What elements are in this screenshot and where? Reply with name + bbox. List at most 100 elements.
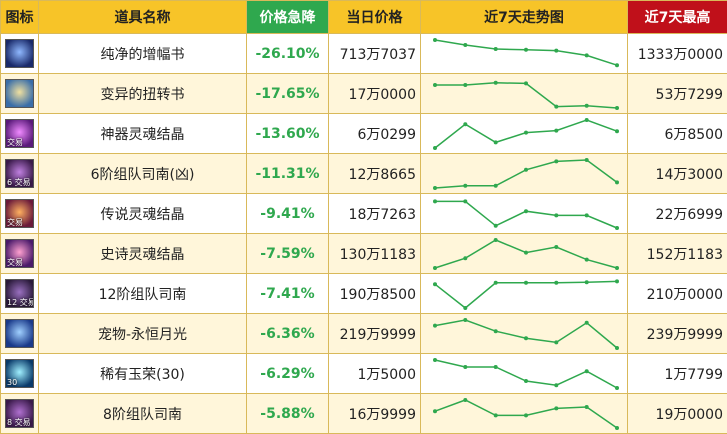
trend-point — [584, 117, 589, 122]
trend-point — [493, 139, 498, 144]
trend-point — [584, 212, 589, 217]
trend-point — [433, 37, 437, 42]
trend-cell — [420, 353, 628, 394]
table-row[interactable]: 12 交易 12阶组队司南 -7.41% 190万8500 210万0000 — [0, 273, 727, 314]
table-row[interactable]: 交易 史诗灵魂结晶 -7.59% 130万1183 152万1183 — [0, 233, 727, 274]
header-trend: 近7天走势图 — [420, 0, 628, 34]
trend-cell — [420, 33, 628, 74]
trend-point — [463, 397, 468, 402]
item-name[interactable]: 6阶组队司南(凶) — [38, 153, 247, 194]
item-icon-cell — [0, 33, 39, 74]
trend-point — [463, 198, 468, 203]
trend-point — [615, 62, 619, 67]
trend-point — [493, 328, 498, 333]
trend-point — [615, 385, 619, 390]
crystal-pink-icon[interactable]: 交易 — [5, 239, 34, 268]
item-price: 219万9999 — [328, 313, 421, 354]
trend-point — [554, 405, 559, 410]
item-max: 6万8500 — [627, 113, 727, 154]
trend-point — [493, 183, 498, 188]
trend-line — [434, 318, 618, 349]
item-name[interactable]: 纯净的增幅书 — [38, 33, 247, 74]
item-price: 190万8500 — [328, 273, 421, 314]
header-price[interactable]: 当日价格 — [328, 0, 421, 34]
item-tag: 交易 — [7, 218, 23, 227]
header-drop[interactable]: 价格急降 — [246, 0, 329, 34]
trend-point — [615, 179, 619, 184]
table-row[interactable]: 6 交易 6阶组队司南(凶) -11.31% 12万8665 14万3000 — [0, 153, 727, 194]
trend-cell — [420, 153, 628, 194]
item-max: 210万0000 — [627, 273, 727, 314]
table-row[interactable]: 交易 传说灵魂结晶 -9.41% 18万7263 22万6999 — [0, 193, 727, 234]
trend-sparkline — [433, 397, 619, 430]
trend-point — [524, 47, 528, 52]
trend-point — [433, 198, 437, 203]
trend-point — [433, 408, 437, 413]
trend-sparkline — [433, 278, 619, 310]
item-max: 1333万0000 — [627, 33, 727, 74]
trend-point — [615, 265, 619, 270]
moon-blue-icon[interactable] — [5, 319, 34, 348]
item-name[interactable]: 变异的扭转书 — [38, 73, 247, 114]
table-row[interactable]: 8 交易 8阶组队司南 -5.88% 16万9999 19万0000 — [0, 393, 727, 434]
trend-point — [615, 105, 619, 110]
trend-point — [433, 185, 437, 190]
trend-point — [463, 364, 468, 369]
item-icon-cell: 8 交易 — [0, 393, 39, 434]
gem-cyan-icon[interactable]: 30 — [5, 359, 34, 388]
trend-line — [435, 81, 618, 109]
item-tag: 12 交易 — [7, 298, 34, 307]
trend-point — [524, 280, 528, 285]
item-icon-cell: 12 交易 — [0, 273, 39, 314]
trend-point — [493, 223, 498, 228]
trend-sparkline — [433, 237, 619, 270]
crystal-orange-icon[interactable]: 交易 — [5, 199, 34, 228]
item-drop: -17.65% — [246, 73, 329, 114]
trend-point — [584, 404, 589, 409]
book-blue-icon[interactable] — [5, 39, 34, 68]
orb-violet-icon[interactable]: 8 交易 — [5, 399, 34, 428]
item-price: 1万5000 — [328, 353, 421, 394]
trend-cell — [420, 313, 628, 354]
header-row: 图标 道具名称 价格急降 当日价格 近7天走势图 近7天最高 — [0, 0, 727, 34]
trend-point — [463, 42, 468, 47]
orb-dark-icon[interactable]: 12 交易 — [5, 279, 34, 308]
trend-point — [493, 412, 498, 417]
trend-point — [463, 82, 468, 87]
book-open-icon[interactable] — [5, 79, 34, 108]
table-row[interactable]: 纯净的增幅书 -26.10% 713万7037 1333万0000 — [0, 33, 727, 74]
trend-point — [463, 121, 468, 126]
table-row[interactable]: 交易 神器灵魂结晶 -13.60% 6万0299 6万8500 — [0, 113, 727, 154]
item-icon-cell: 交易 — [0, 113, 39, 154]
item-price: 16万9999 — [328, 393, 421, 434]
table-row[interactable]: 宠物-永恒月光 -6.36% 219万9999 239万9999 — [0, 313, 727, 354]
table-row[interactable]: 变异的扭转书 -17.65% 17万0000 53万7299 — [0, 73, 727, 114]
trend-point — [463, 317, 468, 322]
table-row[interactable]: 30 稀有玉荣(30) -6.29% 1万5000 1万7799 — [0, 353, 727, 394]
trend-point — [554, 48, 559, 53]
trend-line — [434, 158, 618, 189]
item-name[interactable]: 神器灵魂结晶 — [38, 113, 247, 154]
trend-point — [433, 265, 437, 270]
trend-point — [584, 157, 589, 162]
trend-point — [493, 280, 498, 285]
item-name[interactable]: 8阶组队司南 — [38, 393, 247, 434]
header-max[interactable]: 近7天最高 — [627, 0, 727, 34]
item-name[interactable]: 宠物-永恒月光 — [38, 313, 247, 354]
item-name[interactable]: 传说灵魂结晶 — [38, 193, 247, 234]
item-max: 53万7299 — [627, 73, 727, 114]
trend-point — [493, 237, 498, 242]
item-max: 239万9999 — [627, 313, 727, 354]
crystal-purple-icon[interactable]: 交易 — [5, 119, 34, 148]
item-price: 12万8665 — [328, 153, 421, 194]
item-name[interactable]: 稀有玉荣(30) — [38, 353, 247, 394]
trend-point — [524, 335, 528, 340]
item-drop: -11.31% — [246, 153, 329, 194]
orb-purple-icon[interactable]: 6 交易 — [5, 159, 34, 188]
trend-point — [463, 183, 468, 188]
item-drop: -7.41% — [246, 273, 329, 314]
item-name[interactable]: 12阶组队司南 — [38, 273, 247, 314]
item-name[interactable]: 史诗灵魂结晶 — [38, 233, 247, 274]
item-icon-cell: 交易 — [0, 233, 39, 274]
